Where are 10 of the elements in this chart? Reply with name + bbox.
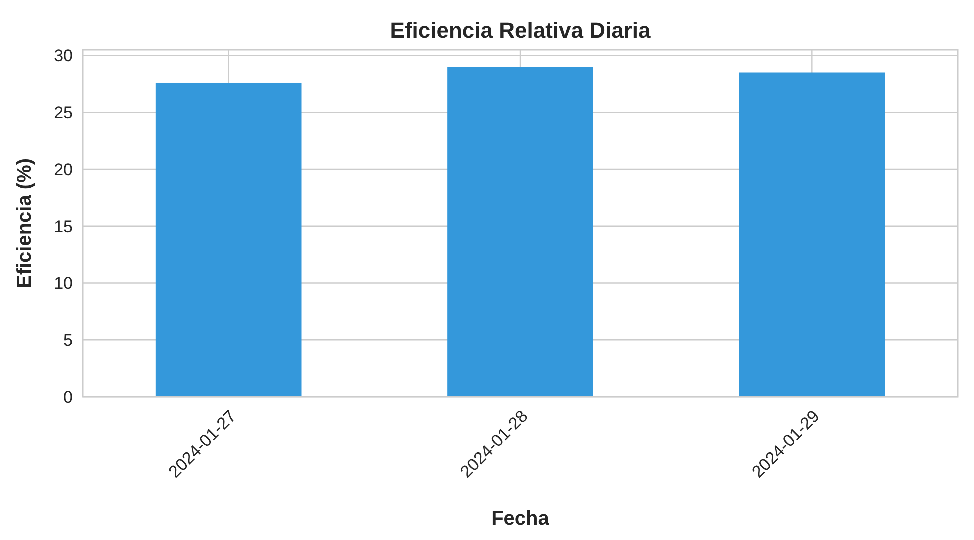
y-tick-label: 5 (64, 331, 73, 350)
y-tick-label: 30 (54, 46, 73, 66)
y-tick-label: 15 (54, 217, 73, 236)
chart-title: Eficiencia Relativa Diaria (390, 18, 652, 43)
y-axis-title: Eficiencia (%) (14, 158, 36, 289)
y-tick-label: 25 (54, 104, 73, 123)
y-tick-label: 20 (54, 160, 73, 180)
x-axis-title: Fecha (492, 508, 550, 530)
y-tick-label: 0 (64, 388, 73, 407)
y-tick-label: 10 (54, 274, 73, 294)
